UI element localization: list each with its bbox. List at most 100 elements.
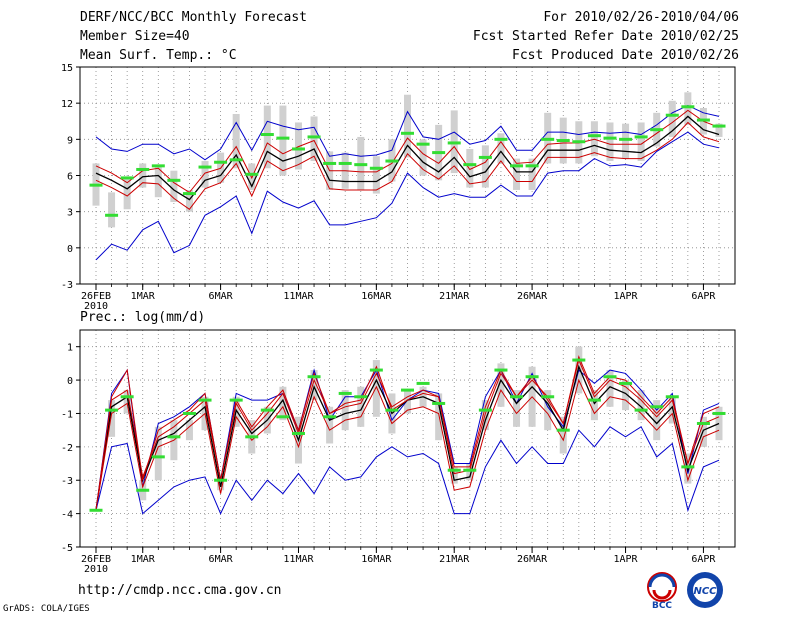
spread-box	[404, 94, 411, 158]
series-line-upper	[95, 109, 720, 194]
chart-panel-2: -5 -4 -3 -2 -1 0 1 26FEB 1MAR 6MAR 11MAR 16MAR 21MAR…	[61, 329, 736, 575]
spread-box	[232, 114, 240, 169]
median-marker	[167, 435, 181, 439]
x-tick-label: 11MAR	[283, 291, 314, 302]
spread-box	[404, 390, 411, 414]
spread-box	[294, 122, 302, 170]
x-tick-label: 6APR	[691, 291, 716, 302]
median-marker	[385, 159, 399, 163]
chart2-title: Prec.: log(mm/d)	[80, 310, 206, 325]
median-marker	[323, 161, 337, 165]
spread-box	[684, 92, 692, 125]
median-marker	[260, 133, 274, 137]
spread-box	[559, 416, 567, 454]
median-marker	[385, 408, 399, 412]
median-marker	[291, 431, 305, 435]
median-marker	[401, 388, 414, 392]
grads-credit: GrADS: COLA/IGES	[3, 604, 90, 614]
forecast-period: For 2010/02/26-2010/04/06	[543, 10, 739, 25]
x-tick-label: 1MAR	[131, 554, 156, 565]
median-marker	[525, 375, 539, 379]
median-marker	[120, 176, 134, 180]
median-marker	[432, 401, 446, 405]
x-tick-label: 21MAR	[439, 554, 470, 565]
median-marker	[556, 139, 570, 143]
plot-frame	[79, 329, 736, 548]
median-marker	[291, 147, 305, 151]
median-marker	[167, 178, 181, 182]
y-tick-label: -3	[61, 476, 73, 487]
spread-box	[310, 116, 318, 162]
spread-box	[513, 390, 521, 427]
median-marker	[681, 105, 695, 109]
median-marker	[198, 165, 212, 169]
x-tick-label: 6APR	[691, 554, 716, 565]
spread-box	[466, 148, 474, 188]
spread-box	[123, 390, 131, 414]
median-marker	[478, 155, 492, 159]
median-marker	[416, 381, 430, 385]
median-marker	[572, 140, 586, 144]
x-year-label: 2010	[84, 301, 108, 312]
spread-box	[108, 400, 116, 437]
median-marker	[120, 395, 134, 399]
y-tick-label: 3	[67, 208, 73, 219]
y-tick-label: -5	[61, 543, 73, 554]
median-marker	[525, 164, 539, 168]
median-marker	[307, 135, 321, 139]
median-marker	[650, 128, 664, 132]
y-tick-label: 1	[67, 343, 73, 354]
chart1-title: Mean Surf. Temp.: °C	[80, 48, 237, 63]
median-marker	[447, 468, 461, 472]
spread-box	[466, 463, 474, 481]
median-marker	[556, 428, 570, 432]
spread-box	[372, 360, 380, 417]
median-marker	[182, 411, 196, 415]
spread-box	[279, 386, 287, 421]
spread-box	[201, 161, 209, 188]
spread-box	[622, 123, 630, 159]
spread-box	[419, 139, 427, 176]
median-marker	[494, 137, 508, 141]
median-marker	[136, 488, 150, 492]
median-marker	[151, 164, 165, 168]
spread-box	[326, 406, 334, 444]
median-marker	[182, 192, 196, 196]
median-marker	[696, 421, 710, 425]
ncc-logo: NCC	[687, 572, 723, 608]
median-marker	[323, 415, 337, 419]
y-tick-label: 15	[61, 63, 73, 74]
spread-box	[139, 163, 147, 188]
spread-box	[622, 380, 630, 411]
spread-box	[450, 466, 458, 484]
median-marker	[214, 478, 228, 482]
y-tick-label: 6	[67, 172, 73, 183]
median-marker	[712, 124, 726, 128]
median-marker	[478, 408, 492, 412]
y-tick-label: 0	[67, 376, 73, 387]
spread-box	[637, 122, 645, 162]
median-marker	[447, 141, 461, 145]
spread-box	[528, 158, 536, 190]
bcc-logo-text: BCC	[652, 601, 672, 610]
y-tick-label: 0	[67, 244, 73, 255]
median-marker	[603, 375, 617, 379]
spread-box	[123, 176, 131, 210]
x-year-label: 2010	[84, 564, 108, 575]
series-line-lower	[95, 121, 720, 210]
median-marker	[89, 183, 103, 187]
x-tick-label: 16MAR	[361, 291, 392, 302]
y-tick-label: -3	[61, 280, 73, 291]
spread-box	[217, 473, 225, 491]
series-line-max	[95, 105, 720, 161]
spread-box	[606, 370, 614, 407]
source-url[interactable]: http://cmdp.ncc.cma.gov.cn	[78, 583, 282, 598]
median-marker	[276, 415, 290, 419]
median-marker	[338, 161, 352, 165]
x-tick-label: 11MAR	[283, 554, 314, 565]
median-marker	[541, 395, 555, 399]
median-marker	[276, 136, 290, 140]
x-tick-label: 26FEB	[81, 554, 111, 565]
plot-frame	[79, 66, 736, 285]
series-line-min	[95, 131, 720, 261]
